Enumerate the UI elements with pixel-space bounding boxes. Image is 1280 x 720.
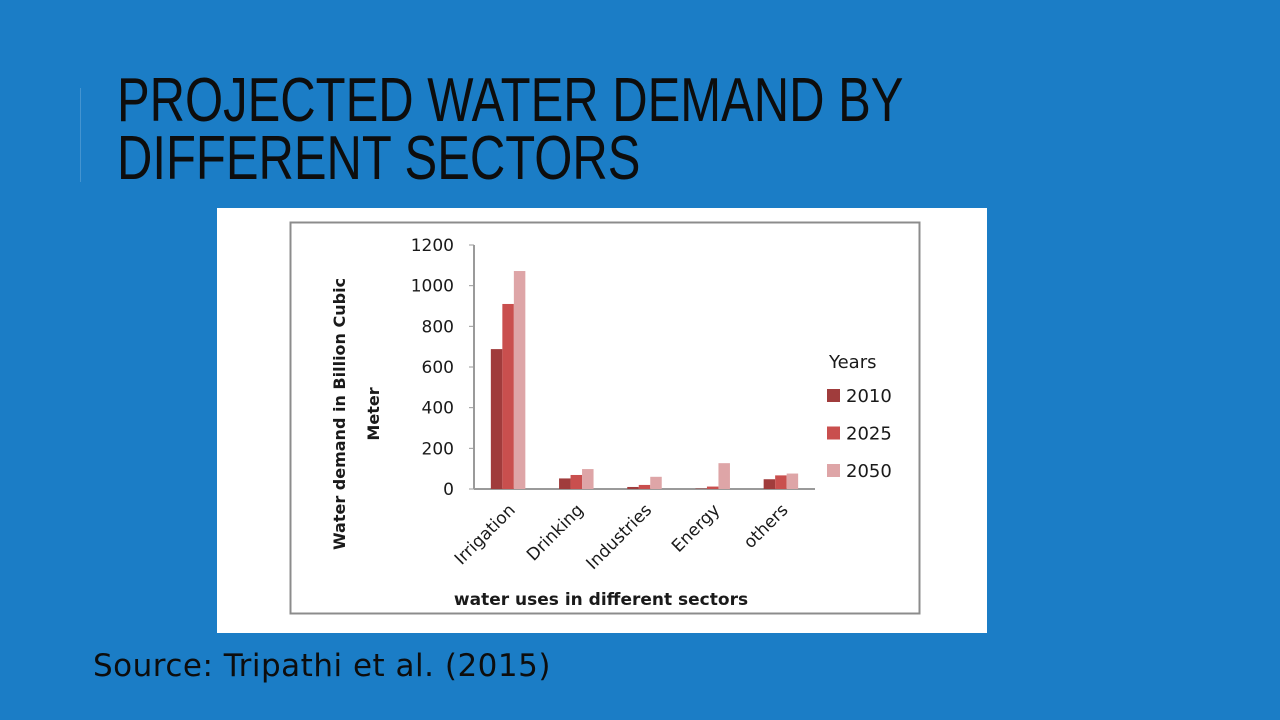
bars	[490, 271, 799, 489]
bar-irrigation-2025	[502, 303, 514, 489]
bar-others-2010	[763, 479, 776, 489]
bar-industries-2025	[638, 484, 651, 489]
y-tick-label: 0	[443, 480, 454, 500]
slide-title-line-1: PROJECTED WATER DEMAND BY	[117, 66, 904, 135]
accent-line	[80, 88, 81, 182]
bar-irrigation-2010	[490, 349, 503, 489]
x-axis-title: water uses in different sectors	[454, 590, 748, 610]
source-citation: Source: Tripathi et al. (2015)	[93, 648, 551, 684]
bar-chart: 0 200 400 600 800 1000 1200 Irrigation Drinking…	[289, 221, 921, 615]
bar-others-2025	[775, 475, 787, 489]
legend-swatch-2025	[827, 426, 840, 440]
legend-label-2025: 2025	[846, 424, 892, 445]
bar-energy-2025	[706, 486, 719, 489]
legend-swatch-2010	[827, 389, 840, 402]
y-tick-label: 400	[422, 399, 454, 419]
bar-irrigation-2050	[513, 271, 526, 489]
bar-energy-2050	[718, 463, 730, 489]
slide-title: PROJECTED WATER DEMAND BY DIFFERENT SECT…	[117, 66, 904, 193]
bar-drinking-2025	[570, 474, 583, 489]
chart-frame	[289, 221, 921, 615]
y-axis: 0 200 400 600 800 1000 1200	[411, 236, 475, 500]
legend-label-2050: 2050	[846, 461, 892, 482]
y-axis-title-line-1: Water demand in Billion Cubic	[330, 278, 349, 550]
x-tick-label-irrigation: Irrigation	[451, 500, 520, 569]
x-tick-label-energy: Energy	[668, 500, 724, 556]
y-tick-label: 1200	[411, 236, 454, 256]
x-tick-label-drinking: Drinking	[523, 500, 588, 565]
x-tick-label-others: others	[740, 500, 793, 553]
y-axis-title: Water demand in Billion Cubic Meter	[330, 278, 383, 550]
legend-label-2010: 2010	[846, 386, 892, 407]
bar-drinking-2010	[559, 478, 571, 489]
bar-drinking-2050	[582, 469, 594, 489]
x-tick-label-industries: Industries	[583, 500, 657, 574]
legend-title: Years	[828, 352, 877, 373]
bar-others-2050	[786, 473, 799, 489]
y-tick-label: 200	[422, 439, 454, 459]
y-tick-label: 800	[422, 317, 454, 337]
y-tick-label: 1000	[411, 277, 454, 297]
legend-swatch-2050	[827, 464, 840, 477]
bar-industries-2010	[627, 486, 639, 489]
legend: Years 2010 2025 2050	[827, 352, 892, 482]
y-tick-label: 600	[422, 358, 454, 378]
y-axis-title-line-2: Meter	[364, 387, 383, 440]
bar-industries-2050	[650, 476, 662, 489]
slide-title-line-2: DIFFERENT SECTORS	[117, 124, 641, 193]
chart-image: 0 200 400 600 800 1000 1200 Irrigation Drinking…	[217, 208, 987, 633]
